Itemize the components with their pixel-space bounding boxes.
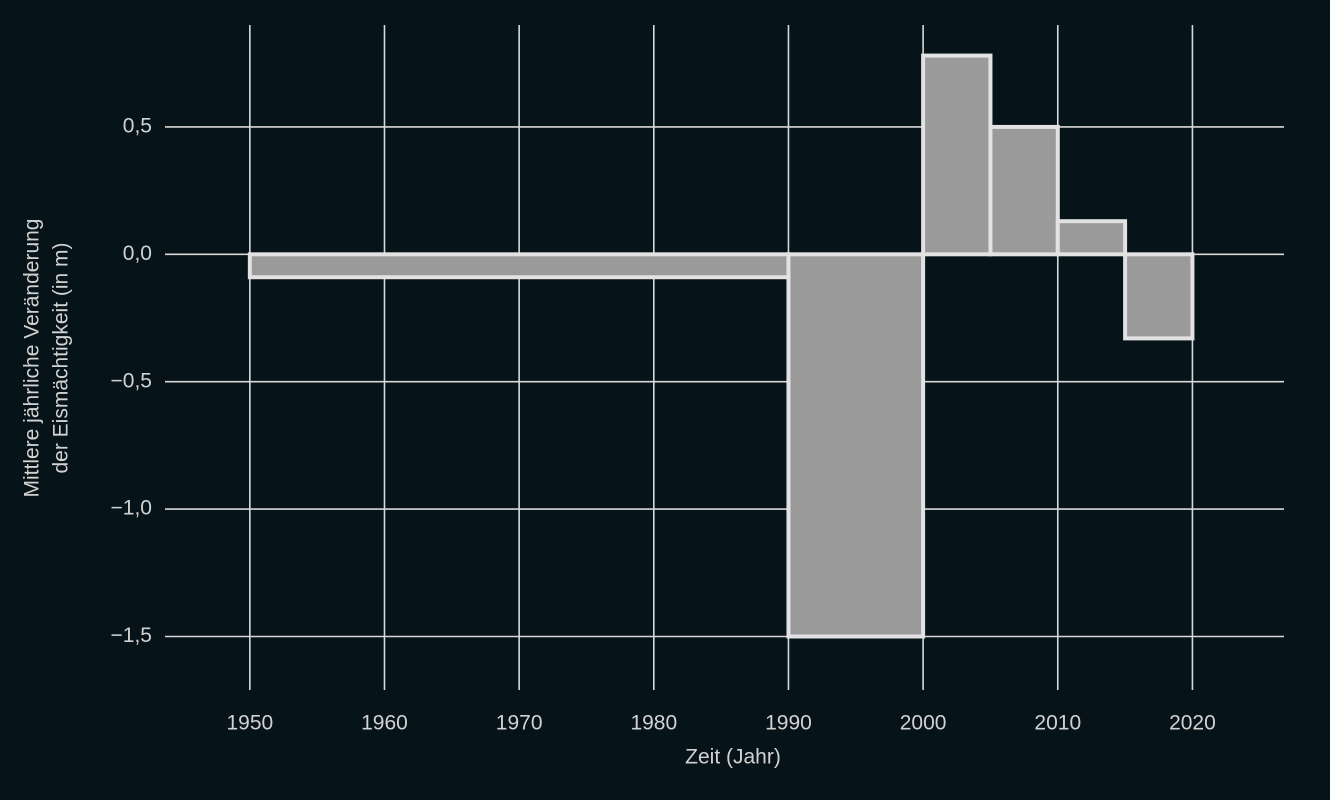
y-axis-label-line: Mittlere jährliche Veränderung	[21, 219, 44, 498]
x-tick-label: 2010	[1034, 712, 1081, 735]
x-tick-label: 1970	[496, 712, 543, 735]
bar	[1123, 252, 1195, 341]
x-tick-label: 1990	[765, 712, 812, 735]
x-tick-label: 1980	[630, 712, 677, 735]
x-axis-label: Zeit (Jahr)	[685, 746, 781, 769]
y-axis-label-line: der Eismächtigkeit (in m)	[50, 242, 73, 473]
bar	[988, 124, 1060, 257]
bar	[921, 53, 993, 257]
x-tick-label: 2020	[1169, 712, 1216, 735]
y-tick-label: −1,5	[111, 624, 152, 647]
bar	[1055, 219, 1128, 257]
bars-layer	[247, 53, 1195, 639]
bar	[786, 252, 926, 639]
x-tick-label: 2000	[900, 712, 947, 735]
bar	[247, 252, 791, 280]
y-tick-label: −1,0	[111, 497, 152, 520]
x-tick-label: 1950	[226, 712, 273, 735]
y-axis-label: Mittlere jährliche Veränderung der Eismä…	[21, 219, 73, 498]
y-tick-label: −0,5	[111, 369, 152, 392]
y-tick-label: 0,0	[123, 242, 152, 265]
x-tick-label: 1960	[361, 712, 408, 735]
y-tick-label: 0,5	[123, 114, 152, 137]
